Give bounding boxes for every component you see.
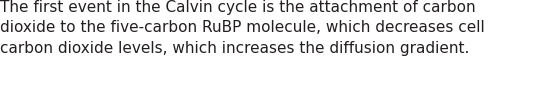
Text: The first event in the Calvin cycle is the attachment of carbon
dioxide to the f: The first event in the Calvin cycle is t…	[0, 0, 485, 56]
